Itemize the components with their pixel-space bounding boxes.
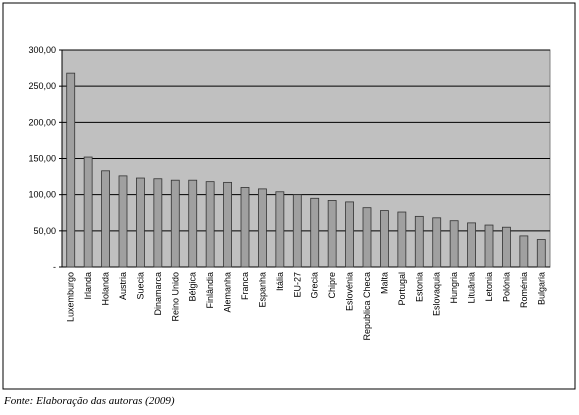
x-tick-label: Eslovénia (345, 272, 355, 311)
bar (136, 177, 145, 268)
bar (467, 222, 476, 268)
source-note: Fonte: Elaboração das autoras (2009) (3, 395, 175, 407)
x-tick-label: EU-27 (292, 272, 302, 298)
bar (258, 188, 267, 268)
x-tick-label: Irlanda (83, 272, 93, 300)
x-tick-label: Grecia (310, 272, 320, 299)
y-tick-label: 200,00 (28, 117, 56, 127)
bar (275, 191, 285, 268)
bar (205, 181, 215, 268)
bar (240, 187, 250, 268)
bar (397, 211, 407, 268)
y-tick-label: 50,00 (33, 226, 56, 236)
bar (66, 72, 76, 268)
bar (292, 194, 302, 268)
x-tick-label: Estonia (414, 272, 424, 302)
x-tick-label: Lituânia (467, 272, 477, 304)
x-tick-label: Letonia (484, 272, 494, 302)
bar (449, 220, 459, 268)
bar (362, 207, 372, 268)
x-tick-label: Reino Unido (170, 272, 180, 322)
bar (327, 200, 337, 268)
y-tick-label: 150,00 (28, 154, 56, 164)
x-tick-label: Bélgica (188, 272, 198, 302)
bar (432, 217, 442, 268)
x-tick-label: Finlândia (205, 272, 215, 309)
bar (223, 181, 232, 268)
bar (170, 179, 180, 268)
x-tick-label: Chipre (327, 272, 337, 299)
bar (380, 210, 389, 268)
x-tick-label: Polónia (501, 272, 511, 302)
x-tick-label: Bulgaria (536, 272, 546, 305)
x-tick-label: Franca (240, 272, 250, 300)
x-tick-label: Suecia (135, 272, 145, 300)
y-tick-label: - (53, 262, 56, 272)
bar (153, 178, 163, 268)
x-tick-label: Malta (379, 272, 389, 294)
bar (83, 156, 93, 268)
bar (345, 201, 354, 268)
x-tick-label: Roménia (519, 272, 529, 308)
x-tick-label: Itália (275, 272, 285, 291)
x-tick-label: Eslovaquia (432, 272, 442, 316)
bar (502, 226, 511, 268)
x-tick-label: Holanda (101, 272, 111, 306)
bar (414, 215, 424, 268)
bar (310, 197, 320, 268)
y-tick-label: 250,00 (28, 81, 56, 91)
bar (101, 170, 110, 268)
x-tick-label: Dinamarca (153, 272, 163, 316)
y-tick-label: 300,00 (28, 45, 56, 55)
x-tick-label: Alemanha (223, 272, 233, 313)
x-tick-label: Hungria (449, 272, 459, 304)
y-tick-label: 100,00 (28, 190, 56, 200)
x-tick-label: Portugal (397, 272, 407, 306)
bar (519, 235, 529, 268)
bar (536, 239, 546, 268)
bar (188, 179, 198, 268)
bar (118, 175, 128, 268)
x-tick-label: Luxemburgo (66, 272, 76, 322)
bar (484, 224, 494, 268)
x-tick-label: Espanha (257, 272, 267, 308)
x-tick-label: Republica Checa (362, 272, 372, 341)
x-tick-label: Austria (118, 272, 128, 300)
